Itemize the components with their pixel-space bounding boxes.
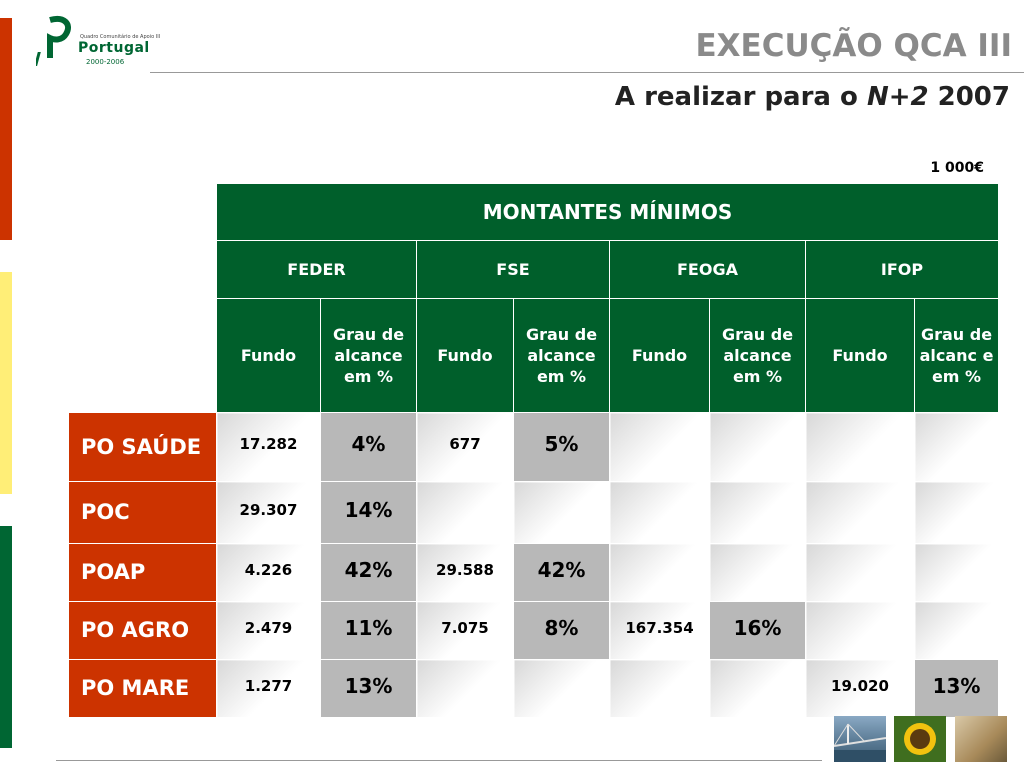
left-yellow-bar — [0, 272, 12, 494]
percent-cell: 4% — [320, 412, 417, 482]
empty-cell — [805, 412, 915, 482]
empty-cell — [805, 601, 915, 660]
sub-header-fundo: Fundo — [416, 298, 514, 413]
value-cell: 167.354 — [609, 601, 710, 660]
value-cell: 29.588 — [416, 543, 514, 602]
value-cell: 4.226 — [216, 543, 321, 602]
unit-label: 1 000€ — [930, 160, 984, 176]
fund-header-fse: FSE — [416, 240, 610, 299]
page-title: EXECUÇÃO QCA III — [695, 28, 1012, 64]
percent-cell: 42% — [513, 543, 610, 602]
sub-header-grau: Grau de alcance em % — [513, 298, 610, 413]
logo-small-text: Quadro Comunitário de Apoio III — [80, 34, 161, 40]
subtitle-italic: N+2 — [866, 82, 929, 112]
value-cell: 1.277 — [216, 659, 321, 718]
table-row: POAP 4.226 42% 29.588 42% — [68, 543, 999, 602]
corner-cell — [68, 183, 217, 241]
workshop-photo — [955, 716, 1007, 762]
empty-cell — [416, 481, 514, 544]
sunflower-photo — [894, 716, 946, 762]
table-title: MONTANTES MÍNIMOS — [216, 183, 999, 241]
row-label: PO MARE — [68, 659, 217, 718]
percent-cell: 13% — [914, 659, 999, 718]
percent-cell: 11% — [320, 601, 417, 660]
value-cell: 17.282 — [216, 412, 321, 482]
left-red-bar — [0, 18, 12, 240]
empty-cell — [709, 481, 806, 544]
fund-header-feoga: FEOGA — [609, 240, 806, 299]
footer-divider — [56, 760, 822, 761]
row-label: PO AGRO — [68, 601, 217, 660]
table-row: PO MARE 1.277 13% 19.020 13% — [68, 659, 999, 718]
percent-cell: 14% — [320, 481, 417, 544]
left-green-bar — [0, 526, 12, 748]
row-label: POC — [68, 481, 217, 544]
percent-cell: 13% — [320, 659, 417, 718]
empty-cell — [914, 412, 999, 482]
qca-portugal-logo: Quadro Comunitário de Apoio III Portugal… — [36, 14, 160, 70]
logo-wordmark: Portugal — [78, 40, 150, 56]
row-label: PO SAÚDE — [68, 412, 217, 482]
empty-cell — [914, 601, 999, 660]
sub-header-fundo: Fundo — [805, 298, 915, 413]
empty-cell — [609, 412, 710, 482]
logo-mark-icon — [36, 16, 71, 66]
value-cell: 2.479 — [216, 601, 321, 660]
header-divider — [150, 72, 1024, 73]
value-cell: 19.020 — [805, 659, 915, 718]
sub-header-fundo: Fundo — [216, 298, 321, 413]
value-cell: 677 — [416, 412, 514, 482]
table-row: PO AGRO 2.479 11% 7.075 8% 167.354 16% — [68, 601, 999, 660]
empty-cell — [914, 543, 999, 602]
empty-cell — [609, 543, 710, 602]
value-cell: 7.075 — [416, 601, 514, 660]
empty-cell — [914, 481, 999, 544]
sub-header-grau: Grau de alcance em % — [709, 298, 806, 413]
empty-cell — [805, 543, 915, 602]
empty-cell — [609, 659, 710, 718]
percent-cell: 5% — [513, 412, 610, 482]
empty-cell — [709, 543, 806, 602]
table-row: POC 29.307 14% — [68, 481, 999, 544]
subtitle-suffix: 2007 — [928, 82, 1010, 112]
percent-cell: 16% — [709, 601, 806, 660]
percent-cell: 42% — [320, 543, 417, 602]
sunflower-icon — [910, 729, 930, 749]
corner-cell — [68, 240, 217, 299]
empty-cell — [609, 481, 710, 544]
logo-years: 2000-2006 — [86, 58, 125, 66]
percent-cell: 8% — [513, 601, 610, 660]
empty-cell — [709, 412, 806, 482]
sub-header-grau: Grau de alcanc e em % — [914, 298, 999, 413]
corner-cell — [68, 298, 217, 413]
empty-cell — [416, 659, 514, 718]
sub-header-grau: Grau de alcance em % — [320, 298, 417, 413]
empty-cell — [805, 481, 915, 544]
empty-cell — [709, 659, 806, 718]
empty-cell — [513, 481, 610, 544]
value-cell: 29.307 — [216, 481, 321, 544]
subtitle-prefix: A realizar para o — [614, 82, 867, 112]
bridge-icon — [833, 723, 887, 762]
page-subtitle: A realizar para o N+2 2007 — [615, 82, 1010, 112]
execution-table: MONTANTES MÍNIMOS FEDER FSE FEOGA IFOP F… — [68, 183, 999, 718]
row-label: POAP — [68, 543, 217, 602]
bridge-photo — [833, 716, 887, 762]
table-row: PO SAÚDE 17.282 4% 677 5% — [68, 412, 999, 482]
empty-cell — [513, 659, 610, 718]
fund-header-feder: FEDER — [216, 240, 417, 299]
fund-header-ifop: IFOP — [805, 240, 999, 299]
sub-header-fundo: Fundo — [609, 298, 710, 413]
